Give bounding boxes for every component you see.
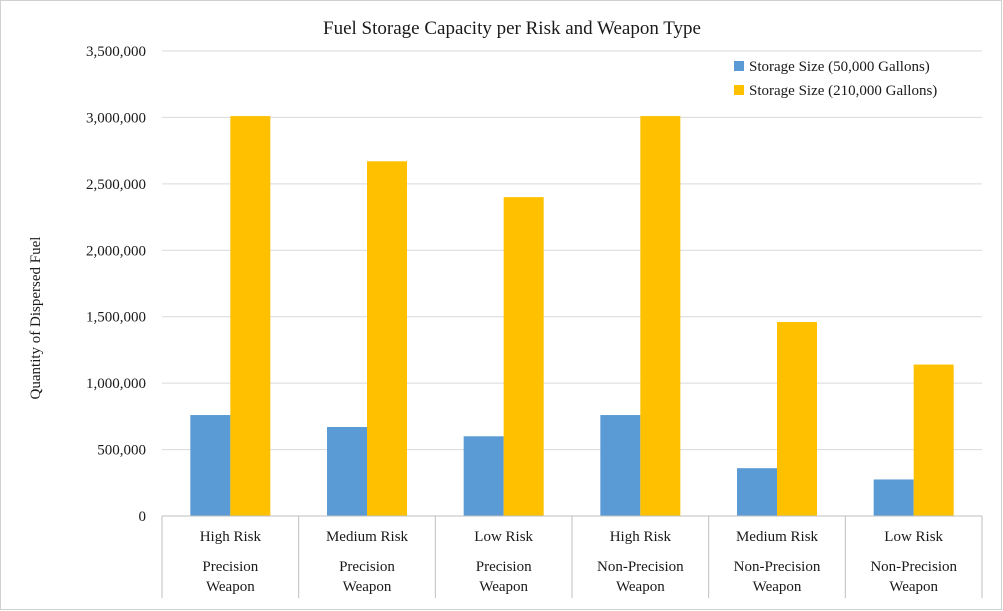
bar — [327, 426, 367, 516]
bar — [737, 468, 777, 516]
legend-label: Storage Size (210,000 Gallons) — [749, 83, 937, 99]
x-tick-label-risk: Low Risk — [884, 529, 943, 545]
bar — [600, 415, 641, 516]
x-tick-label-risk: Medium Risk — [736, 529, 819, 545]
bar — [230, 116, 271, 516]
x-tick-label-risk: High Risk — [200, 529, 262, 545]
bars — [190, 116, 954, 516]
x-tick-label-risk: High Risk — [610, 529, 672, 545]
x-tick-label-weapon: Weapon — [343, 579, 392, 595]
y-axis-label: Quantity of Dispersed Fuel — [28, 237, 44, 400]
y-axis-ticks: 0 500,000 1,000,000 1,500,000 2,000,000 2,500… — [86, 44, 146, 525]
y-tick-label: 1,000,000 — [86, 376, 146, 392]
x-tick-label-risk: Low Risk — [474, 529, 533, 545]
bar — [463, 436, 504, 516]
y-tick-label: 1,500,000 — [86, 310, 146, 326]
bar — [873, 479, 914, 516]
bar — [913, 364, 954, 516]
gridlines — [162, 50, 982, 451]
legend: Storage Size (50,000 Gallons) Storage Siz… — [734, 59, 937, 99]
x-tick-label-weapon: Weapon — [479, 579, 528, 595]
chart-title: Fuel Storage Capacity per Risk and Weapo… — [323, 18, 701, 39]
x-tick-label-weapon: Precision — [202, 559, 258, 575]
x-tick-label-weapon: Precision — [476, 559, 532, 575]
legend-swatch — [734, 85, 744, 95]
x-tick-label-weapon: Non-Precision — [597, 559, 684, 575]
y-tick-label: 500,000 — [97, 443, 146, 459]
x-axis: High Risk Precision Weapon Medium Risk Preci… — [161, 515, 983, 598]
x-tick-label-weapon: Non-Precision — [870, 559, 957, 575]
y-tick-label: 2,000,000 — [86, 243, 146, 259]
bar — [503, 197, 544, 516]
bar — [640, 116, 681, 516]
y-tick-label: 0 — [139, 509, 147, 525]
x-tick-label-weapon: Weapon — [206, 579, 255, 595]
bar — [777, 322, 817, 516]
x-tick-label-weapon: Weapon — [616, 579, 665, 595]
y-tick-label: 3,500,000 — [86, 44, 146, 60]
x-tick-label-weapon: Non-Precision — [734, 559, 821, 575]
y-tick-label: 3,000,000 — [86, 110, 146, 126]
x-tick-label-risk: Medium Risk — [326, 529, 409, 545]
bar — [367, 161, 407, 516]
legend-swatch — [734, 61, 744, 71]
x-tick-label-weapon: Precision — [339, 559, 395, 575]
bar — [190, 415, 231, 516]
x-tick-label-weapon: Weapon — [889, 579, 938, 595]
legend-label: Storage Size (50,000 Gallons) — [749, 59, 930, 75]
x-tick-label-weapon: Weapon — [753, 579, 802, 595]
y-tick-label: 2,500,000 — [86, 177, 146, 193]
